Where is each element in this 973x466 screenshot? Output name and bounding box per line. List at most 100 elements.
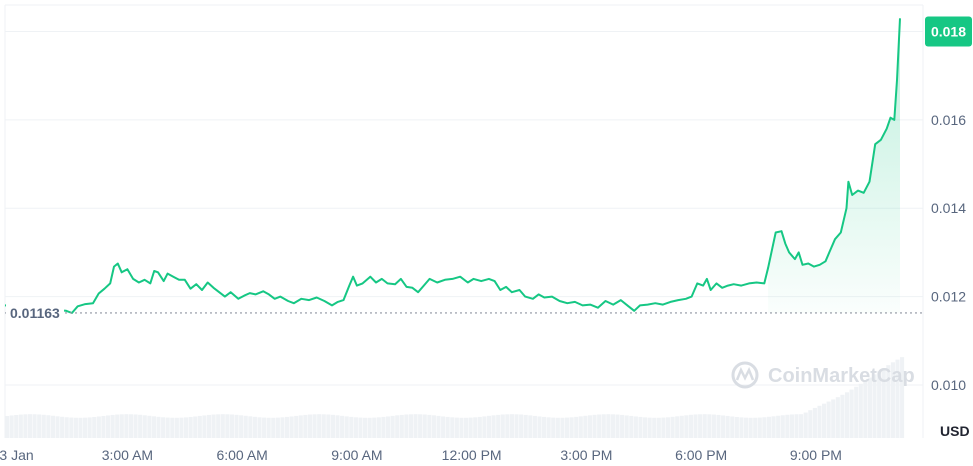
volume-bar [303, 414, 308, 438]
volume-bar [890, 362, 895, 438]
volume-bar [509, 414, 514, 438]
volume-bar [229, 414, 234, 438]
volume-bar [473, 417, 478, 438]
volume-bar [206, 414, 212, 438]
volume-bar [766, 416, 772, 438]
volume-bar [542, 416, 547, 438]
volume-bar [500, 414, 505, 438]
volume-bar [523, 414, 528, 438]
volume-bar [234, 414, 239, 438]
volume-bar [83, 417, 88, 438]
currency-unit-label: USD [940, 423, 970, 439]
volume-bar [716, 414, 721, 438]
volume-bar [431, 415, 436, 438]
x-tick-label: 3:00 PM [560, 447, 612, 463]
volume-bar [537, 416, 542, 438]
volume-bar [385, 416, 391, 438]
volume-bar [661, 417, 666, 438]
x-tick-label: 9:00 PM [790, 447, 842, 463]
volume-bar [105, 415, 111, 438]
volume-bar [799, 414, 804, 438]
volume-bar [404, 414, 409, 438]
volume-bar [679, 415, 684, 438]
volume-bar [87, 417, 92, 438]
volume-bar [202, 415, 207, 438]
volume-bar [454, 417, 459, 438]
volume-bar [321, 414, 326, 438]
volume-bar [307, 414, 313, 438]
y-tick-label: 0.016 [931, 112, 966, 128]
volume-bar [895, 359, 900, 438]
volume-bar [620, 414, 625, 438]
volume-bar [519, 414, 524, 438]
volume-bar [564, 417, 570, 438]
volume-bar [844, 392, 850, 438]
volume-bar [459, 417, 464, 438]
volume-bar [372, 417, 377, 438]
volume-bar [170, 417, 175, 438]
volume-bar [367, 417, 372, 438]
volume-bar [73, 417, 78, 438]
x-tick-label: 6:00 PM [675, 447, 727, 463]
volume-bar [92, 416, 97, 438]
volume-bar [353, 417, 358, 438]
volume-bar [18, 414, 23, 438]
volume-bar [330, 414, 335, 438]
volume-bar [693, 414, 698, 438]
volume-bar [271, 417, 276, 438]
volume-bar [877, 371, 882, 438]
volume-bar [546, 417, 551, 438]
volume-bar [702, 414, 707, 438]
volume-bar [23, 414, 28, 438]
volume-bar [211, 414, 216, 438]
volume-bar [803, 412, 808, 438]
volume-bar [326, 414, 331, 438]
volume-bar [496, 414, 501, 438]
volume-bar [142, 415, 147, 438]
volume-bar [14, 414, 19, 438]
volume-bar [822, 403, 827, 438]
volume-bar [27, 414, 33, 438]
volume-bar [50, 415, 55, 438]
volume-bar [771, 416, 776, 438]
volume-bar [294, 415, 299, 438]
volume-bar [587, 415, 593, 438]
volume-bar [289, 416, 294, 438]
volume-bar [482, 416, 487, 438]
volume-bar [124, 414, 129, 438]
volume-bar [340, 415, 345, 438]
volume-bar [275, 417, 280, 438]
volume-bar [684, 415, 689, 438]
volume-bar [675, 416, 680, 438]
volume-bar [151, 416, 156, 438]
volume-bar [252, 416, 257, 438]
x-tick-label: 6:00 AM [216, 447, 267, 463]
volume-bar [78, 417, 83, 438]
volume-bar [298, 415, 303, 438]
volume-bar [698, 414, 703, 438]
volume-bar [532, 415, 537, 438]
volume-bar [725, 415, 730, 438]
volume-bar [96, 416, 101, 438]
volume-bar [551, 417, 556, 438]
volume-bar [528, 415, 533, 438]
volume-bar [441, 416, 446, 438]
volume-bar [468, 417, 473, 438]
volume-bar [381, 416, 386, 438]
volume-bar [491, 415, 496, 438]
volume-bar [610, 414, 615, 438]
volume-bar [721, 415, 726, 438]
volume-bar [477, 416, 482, 438]
volume-bar [317, 414, 322, 438]
volume-bar [37, 414, 42, 438]
volume-bar [115, 414, 120, 438]
volume-bar [560, 417, 565, 438]
volume-bar [748, 417, 753, 438]
y-axis: 0.010 0.012 0.014 0.016 0.018 [931, 24, 966, 393]
volume-bar [174, 417, 179, 438]
x-axis: 23 Jan 3:00 AM 6:00 AM 9:00 AM 12:00 PM 3:00 … [0, 447, 842, 463]
volume-bar [445, 416, 450, 438]
volume-bar [739, 417, 744, 438]
volume-bar [418, 414, 423, 438]
volume-bar [243, 415, 248, 438]
